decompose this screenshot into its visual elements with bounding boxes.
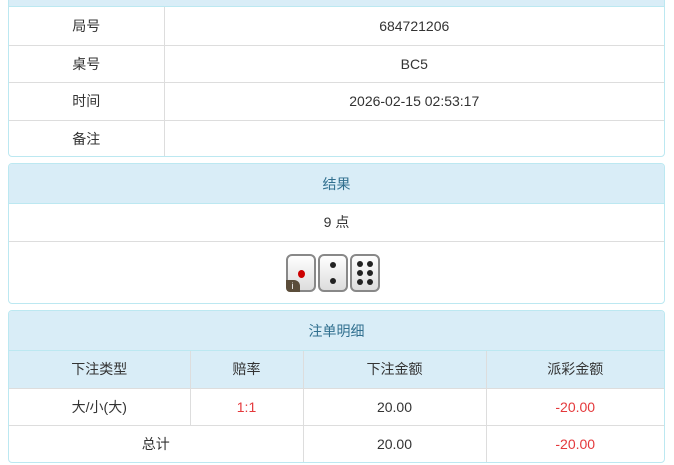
row-label: 备注: [9, 119, 165, 156]
round-number: 684721206: [163, 7, 664, 46]
table-row: 大/小(大) 1:1 20.00 -20.00: [9, 387, 664, 426]
info-header: [9, 0, 664, 7]
bet-amount: 20.00: [302, 387, 487, 426]
total-payout: -20.00: [485, 424, 664, 462]
table-number: BC5: [163, 44, 664, 83]
column-header: 下注金额: [302, 351, 487, 389]
bet-type: 大/小(大): [9, 387, 191, 426]
column-header: 派彩金额: [485, 351, 664, 389]
total-label: 总计: [9, 424, 304, 462]
table-row: 时间 2026-02-15 02:53:17: [9, 81, 664, 121]
total-amount: 20.00: [302, 424, 487, 462]
result-panel: 结果 9 点 i: [8, 163, 665, 304]
row-label: 桌号: [9, 44, 165, 83]
die-6: [349, 254, 380, 292]
info-icon[interactable]: i: [285, 280, 300, 292]
info-panel: 局号 684721206 桌号 BC5 时间 2026-02-15 02:53:17 …: [8, 0, 665, 157]
bets-title: 注单明细: [9, 311, 664, 351]
bets-panel: 注单明细 下注类型 赔率 下注金额 派彩金额 大/小(大) 1:1 20.00 -20.00…: [8, 310, 665, 463]
remark-value: [163, 119, 664, 156]
column-header: 赔率: [189, 351, 304, 389]
table-row: 局号 684721206: [9, 7, 664, 46]
bets-header-row: 下注类型 赔率 下注金额 派彩金额: [9, 351, 664, 389]
time-value: 2026-02-15 02:53:17: [163, 81, 664, 121]
table-row: 备注: [9, 119, 664, 156]
table-row: 桌号 BC5: [9, 44, 664, 83]
row-label: 局号: [9, 7, 165, 46]
column-header: 下注类型: [9, 351, 191, 389]
result-title: 结果: [9, 164, 664, 204]
total-row: 总计 20.00 -20.00: [9, 424, 664, 462]
die-1: i: [285, 254, 316, 292]
row-label: 时间: [9, 81, 165, 121]
dice-row: i: [9, 242, 664, 303]
die-2: [317, 254, 348, 292]
result-points: 9 点: [9, 204, 664, 242]
odds: 1:1: [189, 387, 304, 426]
payout: -20.00: [485, 387, 664, 426]
